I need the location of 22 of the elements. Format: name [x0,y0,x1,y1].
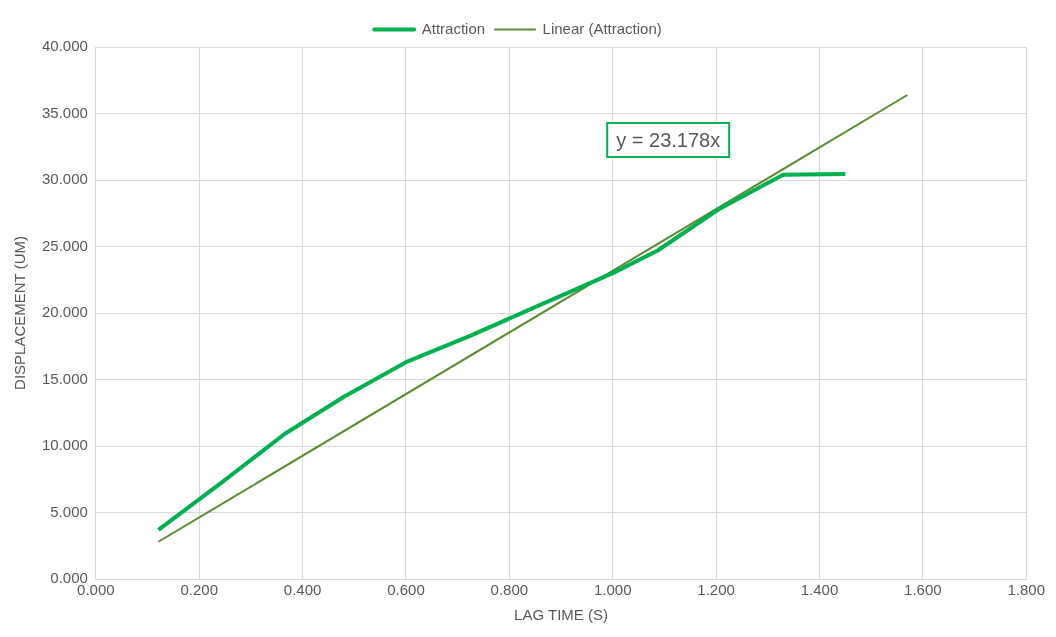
x-tick-label: 0.800 [490,581,529,599]
x-tick-label: 1.800 [1007,581,1046,599]
y-tick-label: 10.000 [41,436,88,454]
annotation: y = 23.178x [616,128,721,151]
x-tick-label: 1.200 [697,581,735,599]
x-tick-label: 1.400 [800,581,839,599]
x-tick-label: 1.600 [904,581,942,599]
legend-label: Attraction [421,19,486,37]
x-tick-label: 0.200 [180,581,219,599]
y-tick-label: 15.000 [41,369,88,387]
y-tick-label: 40.000 [41,37,88,55]
y-tick-label: 30.000 [41,170,88,188]
y-tick-label: 20.000 [41,303,88,321]
x-tick-label: 0.600 [387,581,425,599]
y-axis-title: DISPLACEMENT (UM) [11,236,29,390]
x-tick-label: 1.000 [593,581,632,599]
legend-label: Linear (Attraction) [542,19,662,37]
x-axis-title: LAG TIME (S) [514,606,609,624]
x-tick-label: 0.400 [283,581,322,599]
y-tick-label: 5.000 [50,502,88,520]
y-tick-label: 35.000 [41,103,88,121]
y-tick-label: 25.000 [41,236,88,254]
